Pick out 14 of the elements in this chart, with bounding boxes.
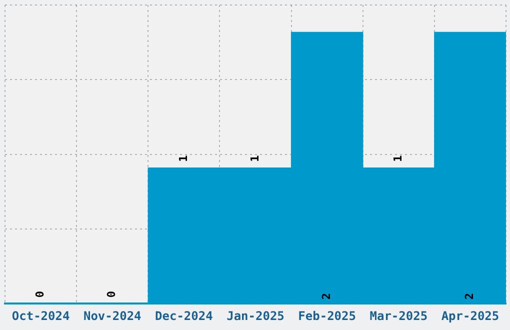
x-tick-label: Apr-2025	[441, 308, 500, 323]
data-label: 1	[248, 154, 262, 162]
x-tick-label: Nov-2024	[83, 308, 142, 323]
data-label: 0	[34, 290, 47, 298]
data-label: 0	[105, 290, 118, 298]
data-label: 1	[392, 154, 404, 162]
x-tick-label: Dec-2024	[155, 308, 213, 323]
data-label: 2	[320, 292, 333, 300]
data-label: 1	[176, 154, 190, 162]
x-tick-label: Jan-2025	[226, 308, 284, 323]
x-tick-label: Mar-2025	[370, 308, 428, 323]
data-label: 2	[463, 292, 476, 300]
x-tick-label: Feb-2025	[298, 308, 356, 323]
x-tick-label: Oct-2024	[12, 308, 70, 323]
